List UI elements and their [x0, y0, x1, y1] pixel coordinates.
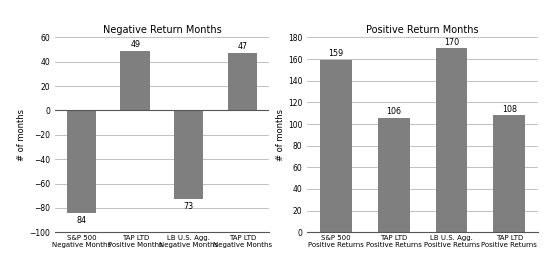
Bar: [436, 48, 467, 232]
Bar: [120, 51, 150, 111]
Title: Negative Return Months: Negative Return Months: [103, 25, 221, 35]
Text: 108: 108: [502, 105, 517, 114]
Text: 47: 47: [237, 42, 247, 51]
Text: 106: 106: [386, 107, 401, 116]
Bar: [494, 115, 525, 232]
Bar: [378, 117, 410, 232]
Bar: [67, 111, 97, 213]
Title: Positive Return Months: Positive Return Months: [366, 25, 479, 35]
Text: 159: 159: [329, 49, 344, 58]
Bar: [227, 53, 257, 111]
Text: 170: 170: [444, 38, 459, 46]
Bar: [174, 111, 204, 199]
Text: 84: 84: [77, 216, 87, 225]
Text: 73: 73: [184, 202, 194, 211]
Y-axis label: # of months: # of months: [18, 109, 26, 161]
Bar: [321, 60, 352, 232]
Y-axis label: # of months: # of months: [276, 109, 285, 161]
Text: 49: 49: [130, 40, 140, 49]
Text: Commodities are a source of return across market cycles: Commodities are a source of return acros…: [96, 10, 453, 20]
